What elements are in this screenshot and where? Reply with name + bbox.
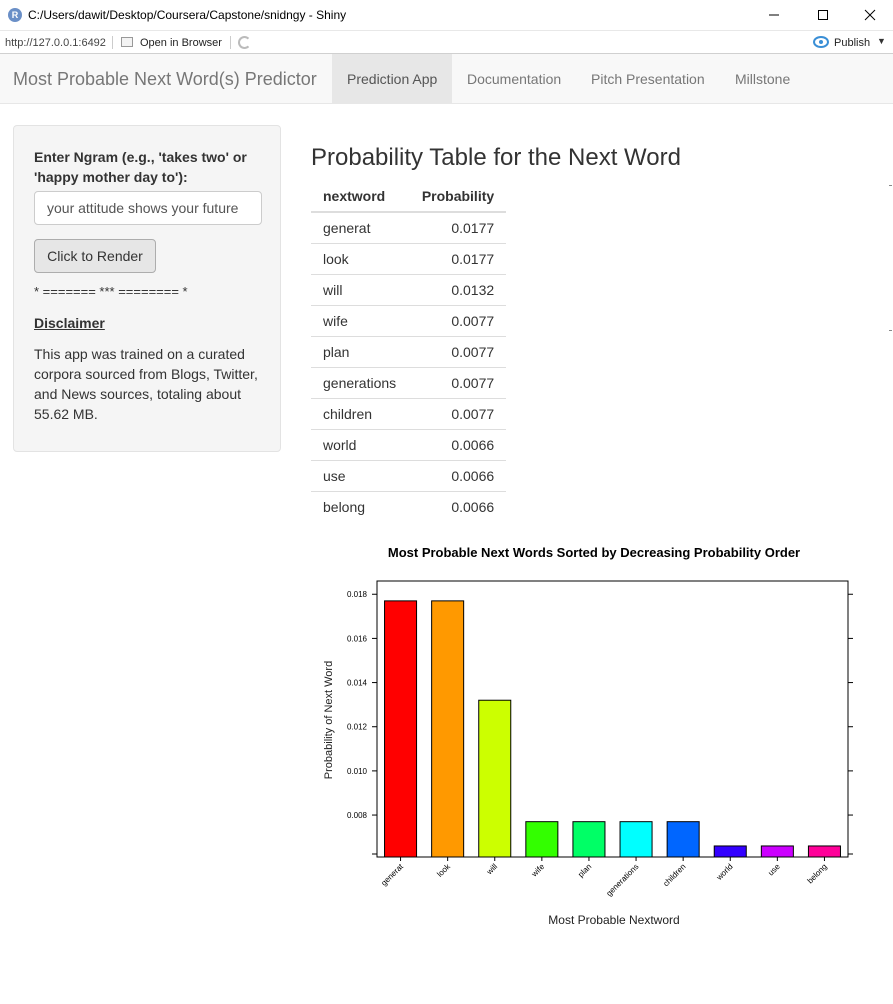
table-row: plan 0.0077 [311,335,507,367]
url-text: http://127.0.0.1:6492 [5,37,106,49]
open-in-browser-icon[interactable] [121,37,133,47]
scrollbar[interactable] [887,104,893,1004]
navbar-brand[interactable]: Most Probable Next Word(s) Predictor [13,69,317,89]
chevron-down-icon[interactable]: ▼ [877,36,886,46]
toolbar-divider [112,36,113,49]
word-cell: plan [311,335,409,367]
probability-cell: 0.0077 [408,366,507,398]
x-tick-label: will [484,862,499,877]
maximize-icon[interactable] [805,4,841,26]
column-header-probability: Probability [408,181,507,213]
y-tick-label: 0.008 [347,811,368,820]
table-row: look 0.0177 [311,242,507,274]
table-row: will 0.0132 [311,273,507,305]
toolbar-divider [230,36,231,49]
bar-generat [384,600,418,858]
disclaimer-text: This app was trained on a curated corpor… [34,346,258,422]
bar-generations [619,821,653,858]
probability-cell: 0.0077 [408,397,507,429]
bar-belong [807,845,841,858]
table-header-row: nextword Probability [311,181,507,213]
word-cell: wife [311,304,409,336]
chart-x-axis-label: Most Probable Nextword [548,913,679,927]
tab-documentation[interactable]: Documentation [467,71,562,87]
y-tick-label: 0.016 [347,634,368,643]
bar-will [478,699,512,858]
x-tick-label: children [661,862,687,888]
probability-cell: 0.0077 [408,335,507,367]
scroll-marker [889,185,892,186]
ngram-input[interactable] [34,191,262,225]
window-title: C:/Users/dawit/Desktop/Coursera/Capstone… [28,8,347,22]
sidebar-panel: Enter Ngram (e.g., 'takes two' or 'happy… [13,125,281,452]
viewer-toolbar: http://127.0.0.1:6492 Open in Browser Pu… [0,31,893,54]
word-cell: belong [311,490,409,522]
word-cell: children [311,397,409,429]
table-row: world 0.0066 [311,428,507,460]
x-tick-label: generat [379,862,405,888]
x-tick-label: look [435,861,452,878]
scroll-marker [889,330,892,331]
ngram-input-label: Enter Ngram (e.g., 'takes two' or 'happy… [34,149,247,185]
open-in-browser-button[interactable]: Open in Browser [140,37,222,49]
probability-cell: 0.0077 [408,304,507,336]
chart-title: Most Probable Next Words Sorted by Decre… [388,545,800,560]
column-header-nextword: nextword [311,181,409,213]
word-cell: generat [311,211,409,243]
table-row: generat 0.0177 [311,211,507,243]
page-title: Probability Table for the Next Word [311,144,681,171]
disclaimer-heading: Disclaimer [34,315,105,331]
tab-prediction-app[interactable]: Prediction App [332,54,453,104]
bar-children [666,821,700,858]
y-tick-label: 0.010 [347,767,368,776]
y-tick-label: 0.014 [347,679,368,688]
close-icon[interactable] [852,4,888,26]
bar-world [713,845,747,858]
x-tick-label: world [714,862,735,883]
x-tick-label: wife [529,862,547,880]
probability-cell: 0.0177 [408,211,507,243]
bar-wife [525,821,559,858]
probability-table: nextword Probability generat 0.0177 look 0… [311,181,507,522]
bar-plan [572,821,606,858]
probability-cell: 0.0177 [408,242,507,274]
probability-cell: 0.0132 [408,273,507,305]
bar-look [431,600,465,858]
tab-pitch-presentation[interactable]: Pitch Presentation [591,71,705,87]
publish-icon[interactable] [813,35,829,49]
x-tick-label: generations [605,862,641,898]
table-row: belong 0.0066 [311,490,507,522]
x-tick-label: belong [806,862,829,885]
render-button[interactable]: Click to Render [34,239,156,273]
probability-cell: 0.0066 [408,490,507,522]
table-row: generations 0.0077 [311,366,507,398]
minimize-icon[interactable] [756,4,792,26]
bar-use [760,845,794,858]
r-app-icon: R [8,8,22,22]
word-cell: look [311,242,409,274]
y-tick-label: 0.018 [347,590,368,599]
tab-millstone[interactable]: Millstone [735,71,791,87]
table-row: use 0.0066 [311,459,507,491]
probability-bar-chart: Most Probable Next Words Sorted by Decre… [323,545,853,927]
navbar: Most Probable Next Word(s) Predictor Pre… [0,54,893,104]
chart-y-axis-label: Probability of Next Word [323,661,335,779]
separator-text: * ======= *** ======== * [34,284,188,299]
word-cell: will [311,273,409,305]
x-tick-label: plan [576,862,593,879]
x-tick-label: use [766,862,782,878]
plot-frame [376,580,849,858]
probability-cell: 0.0066 [408,459,507,491]
probability-cell: 0.0066 [408,428,507,460]
window-titlebar: R C:/Users/dawit/Desktop/Coursera/Capsto… [0,0,893,31]
table-row: wife 0.0077 [311,304,507,336]
word-cell: generations [311,366,409,398]
table-row: children 0.0077 [311,397,507,429]
y-tick-label: 0.012 [347,723,368,732]
publish-button[interactable]: Publish [834,37,871,49]
word-cell: use [311,459,409,491]
word-cell: world [311,428,409,460]
refresh-icon[interactable] [238,36,251,49]
